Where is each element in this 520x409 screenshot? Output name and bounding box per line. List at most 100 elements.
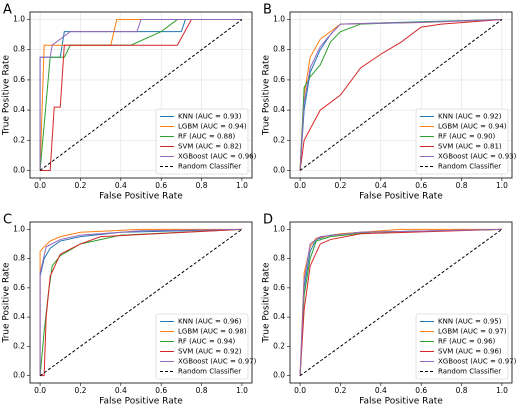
y-tick-label: 0.2 [273, 135, 285, 144]
legend-entry: XGBoost (AUC = 0.97) [438, 358, 517, 366]
x-tick-label: 0.0 [34, 181, 46, 190]
x-axis-label: False Positive Rate [359, 192, 443, 202]
y-tick-label: 0.6 [273, 283, 285, 292]
legend-entry: SVM (AUC = 0.82) [178, 143, 242, 151]
legend-box [155, 313, 249, 380]
y-tick-label: 0.2 [13, 341, 25, 350]
y-tick-label: 0.0 [13, 165, 25, 174]
legend-entry: KNN (AUC = 0.95) [438, 318, 502, 326]
roc-curve [39, 228, 242, 376]
x-tick-label: 0.4 [115, 181, 127, 190]
legend-entry: RF (AUC = 0.88) [178, 133, 236, 141]
panel-label: A [3, 3, 12, 18]
x-tick-label: 0.2 [334, 386, 346, 395]
legend-box [415, 313, 509, 380]
y-tick-label: 0.4 [13, 312, 25, 321]
x-axis-label: False Positive Rate [99, 192, 183, 202]
y-axis-label: True Positive Rate [2, 54, 12, 136]
x-tick-label: 0.8 [196, 181, 208, 190]
legend-box [155, 108, 249, 175]
x-tick-label: 0.8 [456, 386, 468, 395]
roc-curve [39, 228, 242, 376]
y-tick-label: 0.2 [13, 135, 25, 144]
legend-entry: RF (AUC = 0.90) [438, 133, 496, 141]
x-tick-label: 0.2 [74, 181, 86, 190]
roc-curve [299, 19, 502, 171]
y-tick-label: 0.8 [273, 254, 285, 263]
roc-curve [299, 228, 502, 376]
legend-entry: LGBM (AUC = 0.94) [178, 123, 247, 131]
y-tick-label: 0.8 [273, 45, 285, 54]
legend-entry: KNN (AUC = 0.96) [178, 318, 242, 326]
x-tick-label: 0.0 [34, 386, 46, 395]
y-tick-label: 0.0 [273, 165, 285, 174]
legend-entry: LGBM (AUC = 0.97) [438, 328, 507, 336]
y-tick-label: 0.4 [13, 105, 25, 114]
roc-curve [299, 19, 503, 171]
x-tick-label: 0.8 [456, 181, 468, 190]
x-tick-label: 1.0 [496, 386, 508, 395]
x-tick-label: 1.0 [236, 181, 248, 190]
legend-box [415, 108, 509, 175]
roc-curve [39, 19, 242, 171]
y-tick-label: 0.6 [13, 75, 25, 84]
roc-curve [40, 19, 242, 171]
y-axis-label: True Positive Rate [262, 54, 272, 136]
y-tick-label: 0.0 [13, 371, 25, 380]
x-tick-label: 0.0 [294, 386, 306, 395]
legend-entry: XGBoost (AUC = 0.97) [178, 358, 257, 366]
legend-entry: RF (AUC = 0.96) [438, 338, 496, 346]
legend-entry: LGBM (AUC = 0.94) [438, 123, 507, 131]
roc-curve [299, 228, 502, 376]
x-tick-label: 0.0 [294, 181, 306, 190]
panel-label: C [3, 213, 12, 228]
roc-curve [299, 19, 502, 171]
legend-entry: XGBoost (AUC = 0.96) [178, 153, 257, 161]
roc-curve [40, 228, 242, 377]
axes-frame [289, 221, 513, 384]
x-tick-label: 0.4 [375, 386, 387, 395]
legend-entry: Random Classifier [438, 163, 501, 171]
x-tick-label: 0.2 [74, 386, 86, 395]
y-tick-label: 0.6 [13, 283, 25, 292]
y-axis-label: True Positive Rate [262, 262, 272, 344]
panel-label: D [263, 213, 273, 228]
y-tick-label: 1.0 [13, 15, 25, 24]
legend-entry: SVM (AUC = 0.92) [178, 348, 242, 356]
y-tick-label: 0.2 [273, 341, 285, 350]
legend-entry: KNN (AUC = 0.93) [178, 113, 242, 121]
axes-frame [29, 221, 253, 384]
legend-entry: KNN (AUC = 0.92) [438, 113, 502, 121]
x-tick-label: 0.6 [415, 386, 427, 395]
roc-curve [299, 228, 503, 377]
roc-curve [299, 228, 502, 376]
y-tick-label: 0.4 [273, 312, 285, 321]
y-tick-label: 1.0 [13, 224, 25, 233]
legend-entry: RF (AUC = 0.94) [178, 338, 236, 346]
x-tick-label: 0.8 [196, 386, 208, 395]
x-tick-label: 0.4 [375, 181, 387, 190]
legend-entry: SVM (AUC = 0.81) [438, 143, 502, 151]
x-axis-label: False Positive Rate [359, 397, 443, 407]
x-tick-label: 0.2 [334, 181, 346, 190]
axes-frame [29, 11, 253, 179]
panel-label: B [263, 3, 272, 18]
legend-entry: SVM (AUC = 0.96) [438, 348, 502, 356]
y-tick-label: 1.0 [273, 15, 285, 24]
roc-curve [39, 228, 243, 377]
y-tick-label: 0.4 [273, 105, 285, 114]
x-tick-label: 0.4 [115, 386, 127, 395]
y-tick-label: 1.0 [273, 224, 285, 233]
legend-entry: Random Classifier [438, 368, 501, 376]
legend-entry: Random Classifier [178, 368, 241, 376]
y-axis-label: True Positive Rate [2, 262, 12, 344]
legend-entry: Random Classifier [178, 163, 241, 171]
x-tick-label: 1.0 [496, 181, 508, 190]
x-tick-label: 0.6 [155, 386, 167, 395]
y-tick-label: 0.8 [13, 45, 25, 54]
legend-entry: LGBM (AUC = 0.98) [178, 328, 247, 336]
x-axis-label: False Positive Rate [99, 397, 183, 407]
roc-curve [299, 19, 502, 171]
x-tick-label: 1.0 [236, 386, 248, 395]
